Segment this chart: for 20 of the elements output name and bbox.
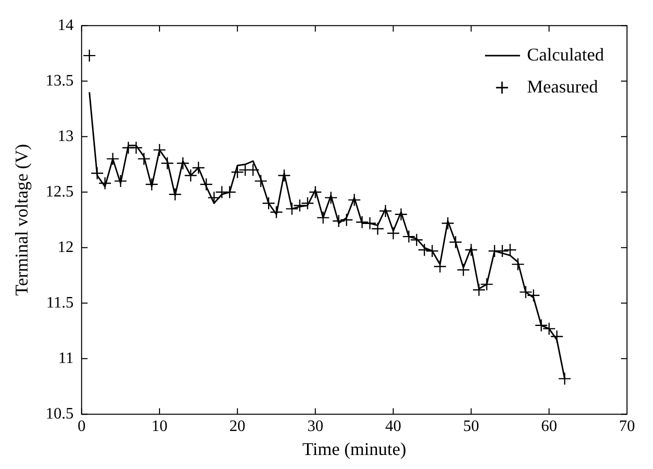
legend-label: Calculated <box>527 44 604 64</box>
legend-label: Measured <box>527 76 598 96</box>
x-axis-title: Time (minute) <box>302 438 406 459</box>
y-axis-title: Terminal voltage (V) <box>12 144 32 296</box>
x-tick-label: 70 <box>619 418 635 436</box>
x-tick-label: 50 <box>463 418 480 436</box>
y-tick-label: 10.5 <box>46 405 74 422</box>
x-tick-label: 10 <box>152 418 168 436</box>
y-tick-label: 12 <box>58 238 74 256</box>
y-tick-label: 13.5 <box>46 72 74 90</box>
y-tick-label: 12.5 <box>46 183 74 200</box>
y-tick-label: 14 <box>58 16 74 34</box>
x-tick-label: 60 <box>541 418 558 436</box>
y-tick-label: 11 <box>58 350 74 367</box>
x-tick-label: 0 <box>78 418 86 436</box>
x-tick-label: 40 <box>385 418 402 436</box>
y-tick-label: 11.5 <box>46 294 74 312</box>
x-tick-label: 30 <box>307 418 324 436</box>
y-tick-label: 13 <box>58 128 74 145</box>
x-tick-label: 20 <box>229 418 246 436</box>
